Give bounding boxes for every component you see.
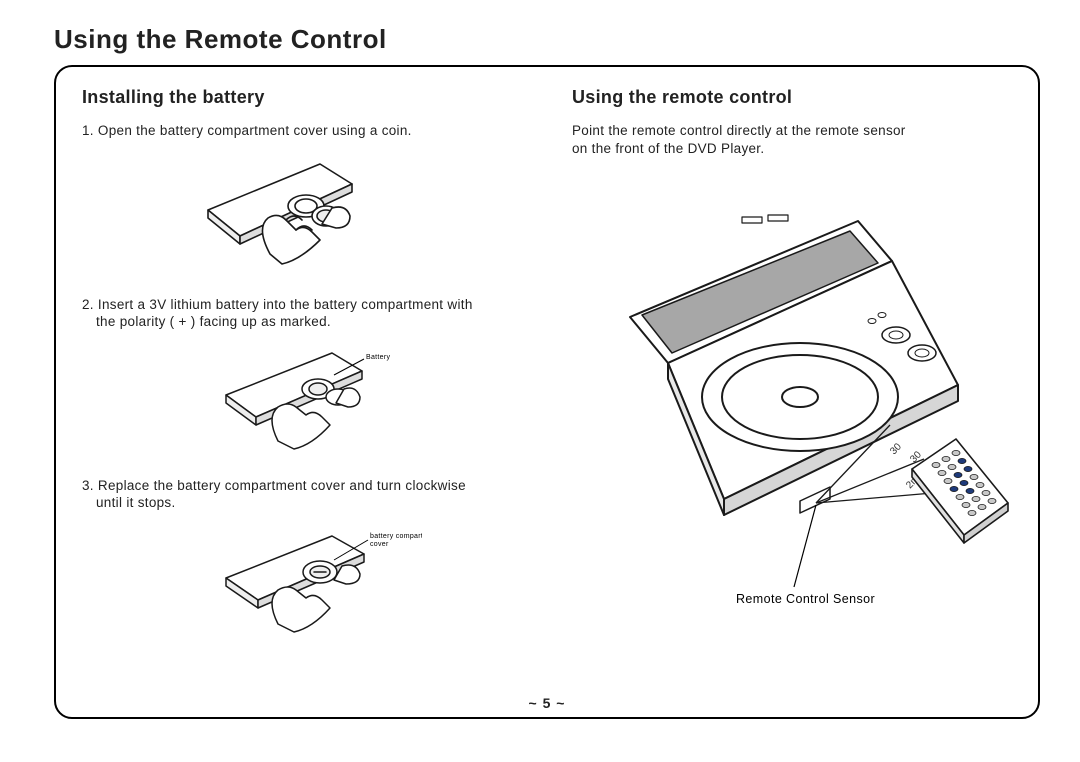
right-column: Using the remote control Point the remot… (550, 87, 1012, 717)
figure-2-label: Battery (366, 354, 390, 361)
step-2-line1: 2. Insert a 3V lithium battery into the … (82, 297, 473, 312)
step-2-text: 2. Insert a 3V lithium battery into the … (82, 296, 540, 331)
left-column: Installing the battery 1. Open the batte… (82, 87, 550, 717)
figure-2: Battery (222, 345, 540, 455)
right-para: Point the remote control directly at the… (572, 122, 1012, 157)
step-1-text: 1. Open the battery compartment cover us… (82, 122, 540, 140)
sensor-label: Remote Control Sensor (736, 592, 875, 606)
player-illustration: 30 30 2m(6.56ft) (572, 203, 1012, 638)
step-3-line2: until it stops. (82, 494, 176, 512)
figure-3-label-2: cover (370, 541, 389, 548)
step-2-line2: the polarity ( + ) facing up as marked. (82, 313, 331, 331)
figure-3: battery compartment cover (222, 526, 540, 636)
content-frame: Installing the battery 1. Open the batte… (54, 65, 1040, 719)
angle-left-label: 30 (888, 441, 904, 457)
page-number: ~ 5 ~ (56, 695, 1038, 711)
figure-1 (200, 154, 540, 274)
step-3-text: 3. Replace the battery compartment cover… (82, 477, 540, 512)
right-heading: Using the remote control (572, 87, 1012, 108)
right-para-line2: on the front of the DVD Player. (572, 141, 764, 156)
page-title: Using the Remote Control (54, 24, 1040, 55)
step-3-line1: 3. Replace the battery compartment cover… (82, 478, 466, 493)
figure-3-label-1: battery compartment (370, 533, 422, 540)
manual-page: Using the Remote Control Installing the … (0, 0, 1080, 762)
left-heading: Installing the battery (82, 87, 540, 108)
right-para-line1: Point the remote control directly at the… (572, 123, 906, 138)
